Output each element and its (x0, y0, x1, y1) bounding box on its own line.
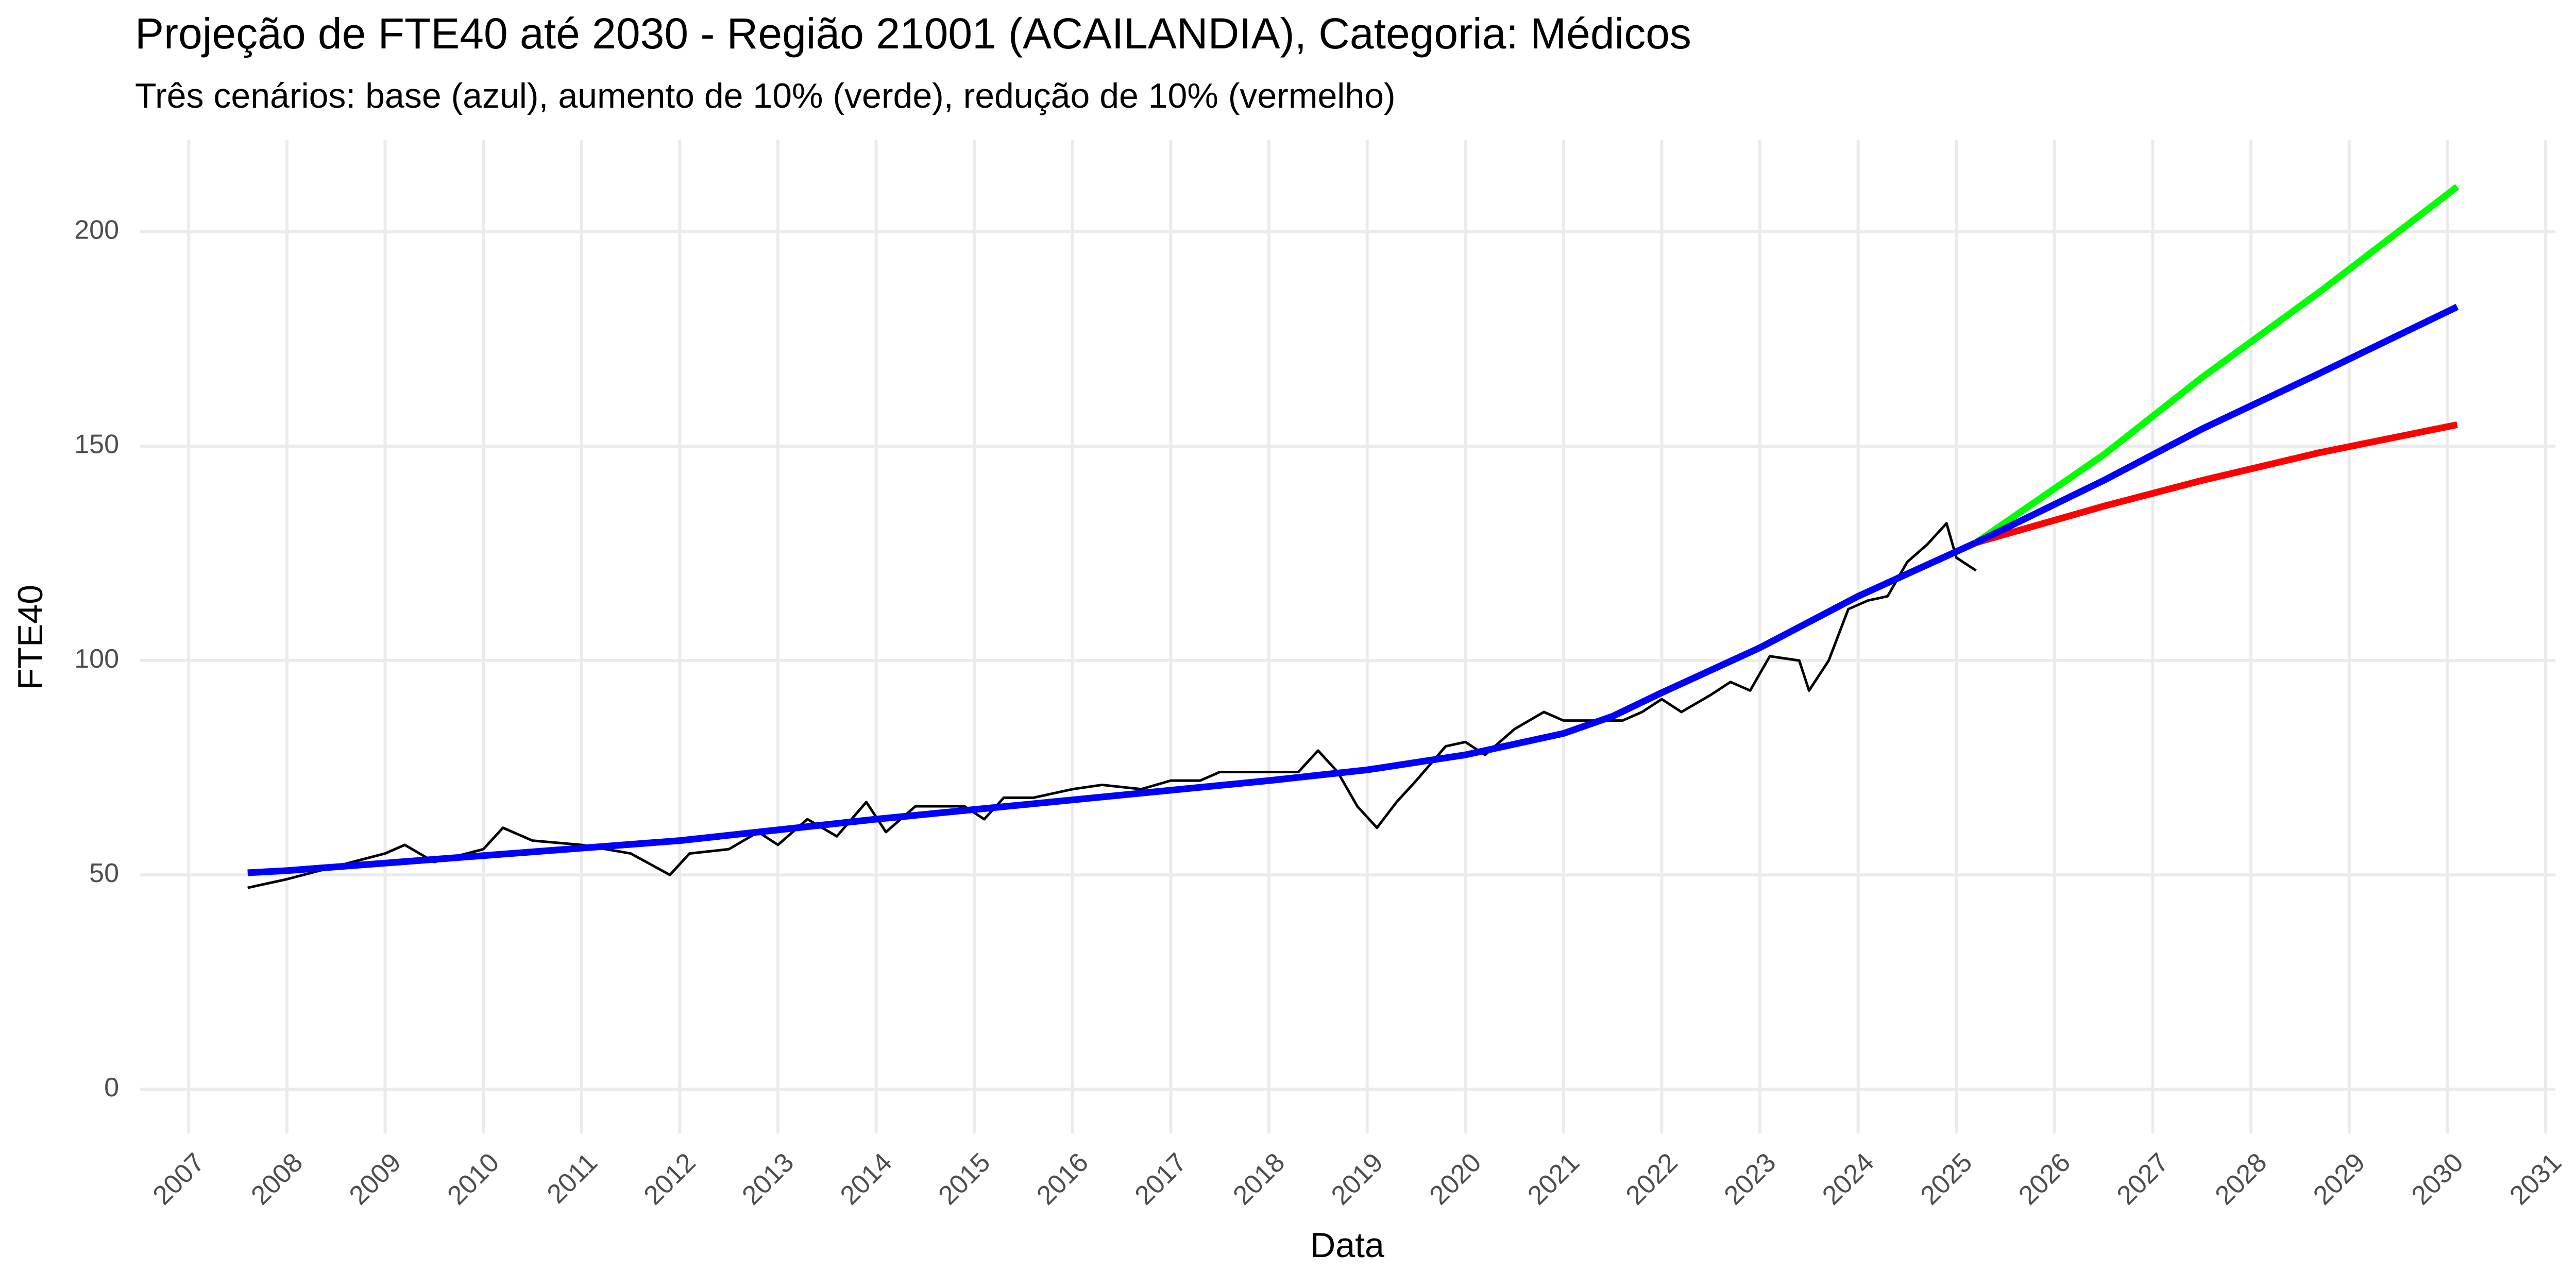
series-line (247, 522, 1977, 889)
x-tick-label: 2012 (638, 1147, 702, 1211)
x-tick-label: 2010 (442, 1147, 505, 1211)
x-tick-label: 2028 (2209, 1147, 2273, 1211)
x-tick-label: 2020 (1424, 1147, 1487, 1211)
plot-area (247, 184, 2460, 889)
x-tick-label: 2025 (1915, 1147, 1978, 1211)
x-tick-label: 2009 (344, 1147, 407, 1211)
series-line (1974, 303, 2459, 546)
x-tick-label: 2019 (1326, 1147, 1389, 1211)
chart-title: Projeção de FTE40 até 2030 - Região 2100… (135, 9, 1691, 58)
y-axis-label: FTE40 (11, 585, 50, 690)
x-tick-label: 2027 (2111, 1147, 2175, 1211)
x-tick-label: 2011 (541, 1147, 603, 1209)
x-tick-label: 2014 (835, 1147, 898, 1211)
x-tick-label: 2007 (147, 1147, 211, 1211)
x-axis-label: Data (1310, 1226, 1384, 1265)
grid: 0 50 100 150 200 2007 2008 2009 2010 2011 2012 2013… (74, 140, 2567, 1211)
series-line (1974, 184, 2460, 546)
x-tick-label: 2022 (1620, 1147, 1684, 1211)
x-tick-label: 2013 (736, 1147, 800, 1211)
x-tick-label: 2024 (1817, 1147, 1880, 1211)
x-tick-label: 2008 (245, 1147, 309, 1211)
y-tick-label: 200 (74, 215, 119, 245)
x-tick-label: 2016 (1031, 1147, 1094, 1211)
x-tick-label: 2030 (2406, 1147, 2469, 1211)
y-tick-label: 150 (74, 430, 119, 460)
chart-subtitle: Três cenários: base (azul), aumento de 1… (135, 76, 1396, 115)
x-tick-label: 2026 (2013, 1147, 2076, 1211)
y-tick-label: 50 (89, 858, 119, 888)
x-tick-label: 2031 (2504, 1147, 2567, 1211)
y-tick-label: 0 (104, 1073, 119, 1103)
series-line (1975, 421, 2458, 546)
series-line (247, 539, 1978, 876)
x-tick-label: 2029 (2308, 1147, 2371, 1211)
x-tick-label: 2021 (1522, 1147, 1585, 1211)
y-tick-label: 100 (74, 644, 119, 674)
x-tick-label: 2023 (1718, 1147, 1782, 1211)
x-tick-label: 2018 (1227, 1147, 1291, 1211)
x-tick-label: 2015 (933, 1147, 996, 1211)
x-tick-label: 2017 (1129, 1147, 1193, 1211)
